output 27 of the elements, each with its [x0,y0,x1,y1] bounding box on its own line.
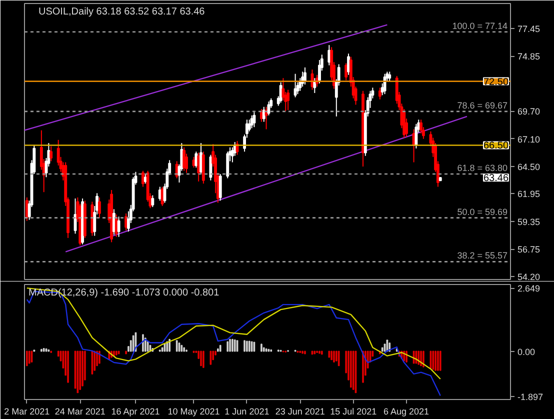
y-tick-label: 59.35 [518,216,540,227]
y-tick-label: 67.10 [518,134,540,144]
y-tick-label: 74.85 [518,52,540,62]
ref-line-label: 50.0 = 59.69 [457,206,508,217]
ref-line-label: 61.8 = 63.80 [457,163,508,173]
x-tick-label: 15 Jul 2021 [330,406,377,416]
x-tick-label: 24 Mar 2021 [54,406,106,416]
x-tick-label: 1 Jun 2021 [224,406,270,416]
ref-line-label: 100.0 = 77.14 [452,20,508,31]
x-tick-label: 6 Aug 2021 [384,406,430,416]
x-tick-label: 23 Jun 2021 [275,406,325,416]
y-tick-label: 54.20 [518,272,540,282]
x-tick-label: 2 Mar 2021 [4,406,50,416]
y-tick-label: 64.50 [518,162,540,172]
y-tick-label: -1.897 [518,392,544,402]
y-tick-label: 0.00 [518,346,536,357]
chart-title: USOIL,Daily 63.18 63.52 63.17 63.46 [38,6,206,18]
y-tick-label: 69.70 [518,106,540,117]
ref-line-label: 78.6 = 69.67 [457,100,508,110]
x-tick-label: 16 Apr 2021 [111,406,160,416]
y-tick-label: 2.649 [518,284,540,294]
y-tick-label: 77.45 [518,24,540,34]
y-tick-label: 56.75 [518,244,540,255]
x-tick-label: 10 May 2021 [168,406,220,416]
ref-line-label: 38.2 = 55.57 [457,250,508,261]
annotation: 63.46 [483,173,509,184]
y-tick-label: 61.95 [518,189,540,200]
